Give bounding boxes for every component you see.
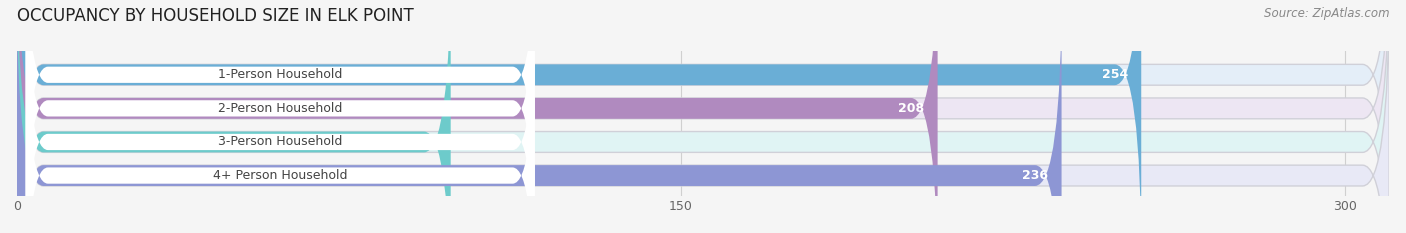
FancyBboxPatch shape — [17, 0, 1389, 233]
FancyBboxPatch shape — [17, 0, 1389, 233]
Text: 208: 208 — [898, 102, 924, 115]
Text: 1-Person Household: 1-Person Household — [218, 68, 343, 81]
Text: Source: ZipAtlas.com: Source: ZipAtlas.com — [1264, 7, 1389, 20]
Text: 4+ Person Household: 4+ Person Household — [212, 169, 347, 182]
FancyBboxPatch shape — [17, 0, 1142, 233]
FancyBboxPatch shape — [17, 0, 938, 233]
FancyBboxPatch shape — [25, 16, 534, 233]
FancyBboxPatch shape — [17, 0, 1389, 233]
Text: 98: 98 — [420, 135, 437, 148]
FancyBboxPatch shape — [17, 0, 1389, 233]
FancyBboxPatch shape — [17, 0, 451, 233]
Text: 3-Person Household: 3-Person Household — [218, 135, 343, 148]
FancyBboxPatch shape — [17, 0, 1062, 233]
Text: 2-Person Household: 2-Person Household — [218, 102, 343, 115]
FancyBboxPatch shape — [25, 0, 534, 233]
Text: 254: 254 — [1102, 68, 1128, 81]
Text: 236: 236 — [1022, 169, 1049, 182]
FancyBboxPatch shape — [25, 0, 534, 233]
FancyBboxPatch shape — [25, 0, 534, 233]
Text: OCCUPANCY BY HOUSEHOLD SIZE IN ELK POINT: OCCUPANCY BY HOUSEHOLD SIZE IN ELK POINT — [17, 7, 413, 25]
